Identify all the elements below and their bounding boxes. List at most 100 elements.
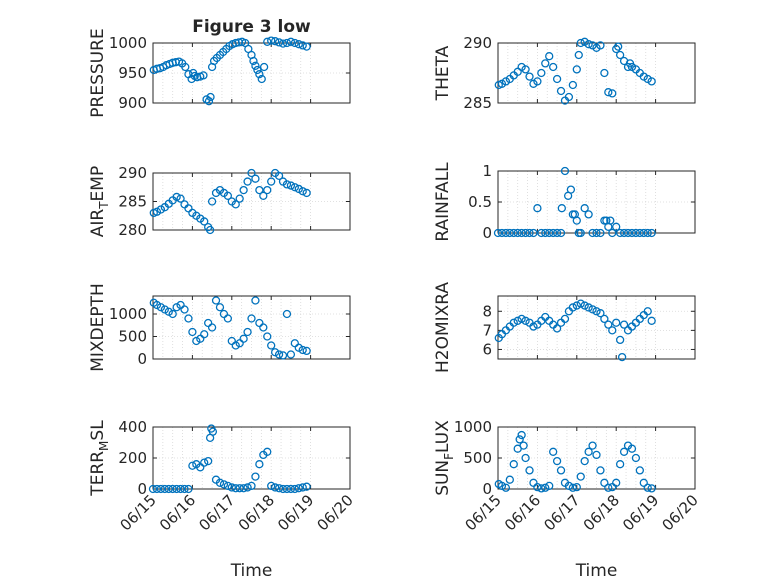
axes-frame xyxy=(497,295,696,360)
data-point xyxy=(286,181,296,190)
data-point xyxy=(564,481,574,491)
y-tick-label: 200 xyxy=(118,449,147,467)
data-point xyxy=(207,197,217,206)
data-point xyxy=(302,346,311,356)
data-point xyxy=(286,484,296,494)
data-point xyxy=(215,478,225,487)
y-tick-label: 0 xyxy=(137,350,147,368)
data-point xyxy=(635,228,644,238)
data-point xyxy=(200,330,209,339)
data-point xyxy=(282,38,292,48)
data-point xyxy=(180,484,189,494)
data-point xyxy=(572,216,581,225)
data-point xyxy=(255,460,264,469)
data-point xyxy=(560,314,570,324)
data-point xyxy=(608,326,617,335)
y-tick-label: 285 xyxy=(463,94,492,112)
data-point xyxy=(298,187,307,196)
data-point xyxy=(576,228,585,238)
data-point xyxy=(533,204,542,213)
data-point xyxy=(211,296,221,305)
data-point xyxy=(631,228,641,238)
data-point xyxy=(200,217,209,226)
data-point xyxy=(537,68,546,78)
data-point xyxy=(215,303,225,312)
data-point xyxy=(529,322,538,331)
data-point xyxy=(251,472,260,481)
data-point xyxy=(525,466,534,475)
data-point xyxy=(509,228,518,238)
data-point xyxy=(517,228,526,238)
y-axis-label: AIRTEMP xyxy=(88,166,111,237)
data-point xyxy=(588,305,597,314)
data-point xyxy=(566,185,576,194)
data-point xyxy=(298,345,307,355)
data-point xyxy=(615,228,625,238)
data-point xyxy=(549,62,558,72)
data-point xyxy=(580,204,589,213)
y-tick-label: 900 xyxy=(118,94,147,112)
data-point xyxy=(184,484,193,494)
x-tick-label: 06/18 xyxy=(235,491,278,534)
y-tick-label: 500 xyxy=(463,449,492,467)
data-point xyxy=(639,228,648,238)
data-point xyxy=(552,228,562,238)
data-point xyxy=(251,61,260,70)
data-point xyxy=(239,185,248,195)
data-point xyxy=(207,323,217,332)
data-point xyxy=(529,478,538,487)
data-point xyxy=(541,59,550,68)
data-point xyxy=(247,314,256,323)
data-point xyxy=(501,483,511,492)
data-point xyxy=(251,174,260,183)
data-point xyxy=(290,183,299,192)
data-point xyxy=(600,478,609,487)
data-point xyxy=(263,332,272,341)
data-point xyxy=(255,70,264,79)
data-point xyxy=(627,444,637,453)
data-point xyxy=(298,483,307,492)
data-point xyxy=(501,228,511,238)
data-point xyxy=(615,335,625,345)
y-axis-label: SUNFLUX xyxy=(433,420,456,496)
data-point xyxy=(600,314,609,324)
data-point xyxy=(188,327,197,337)
data-point xyxy=(181,62,190,72)
data-point xyxy=(259,191,268,200)
data-point xyxy=(541,228,550,238)
data-point xyxy=(541,483,550,492)
y-tick-label: 280 xyxy=(118,221,147,239)
data-point xyxy=(219,480,229,489)
data-point xyxy=(604,483,613,492)
data-point xyxy=(604,88,613,97)
data-point xyxy=(278,484,288,494)
data-point xyxy=(580,301,589,310)
data-point xyxy=(545,228,554,238)
data-point xyxy=(290,38,299,48)
panel-h2omixra: 678 H2OMIXRA xyxy=(433,282,696,373)
data-point xyxy=(600,68,609,78)
x-axis-label: Time xyxy=(575,561,618,581)
data-point xyxy=(556,228,566,238)
data-point xyxy=(219,309,229,319)
data-point xyxy=(223,314,233,323)
data-point xyxy=(282,180,292,189)
data-point xyxy=(274,38,284,47)
data-point xyxy=(537,228,546,238)
y-tick-label: 290 xyxy=(463,34,492,52)
data-point xyxy=(180,305,189,314)
data-point xyxy=(617,352,627,362)
axes-frame xyxy=(152,295,351,360)
data-point xyxy=(497,481,507,491)
data-point xyxy=(568,303,578,312)
data-point xyxy=(643,228,652,238)
data-point xyxy=(204,318,213,328)
data-point xyxy=(584,210,593,219)
data-point xyxy=(592,228,601,238)
y-tick-label: 0 xyxy=(482,224,492,242)
y-tick-label: 1 xyxy=(482,162,492,180)
data-point xyxy=(227,483,236,492)
data-point xyxy=(172,484,181,494)
data-point xyxy=(278,351,288,360)
